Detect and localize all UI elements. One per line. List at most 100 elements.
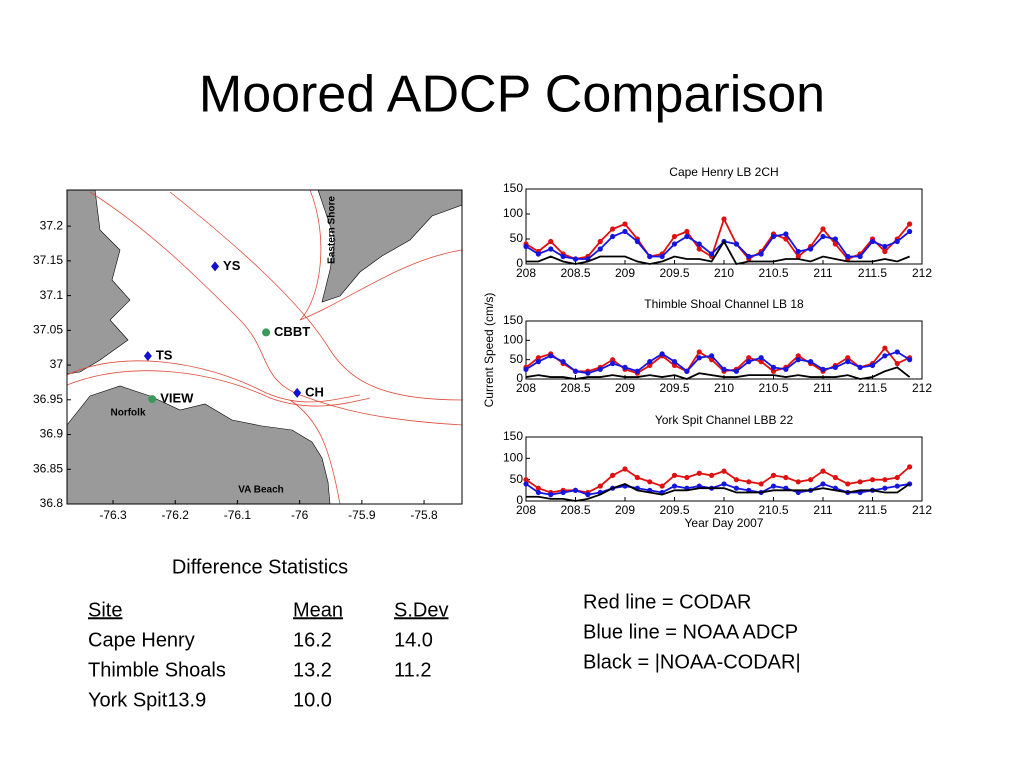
- series-point: [795, 248, 801, 255]
- y-tick-label: 100: [503, 333, 523, 347]
- table-header: Mean: [293, 599, 343, 621]
- y-tick-label: 150: [503, 429, 523, 443]
- series-point: [832, 474, 838, 481]
- series-point: [671, 359, 678, 365]
- y-tick-label: 37.15: [33, 253, 63, 267]
- series-line: [525, 350, 911, 375]
- x-tick-label: 209.5: [659, 266, 689, 280]
- map-land: [67, 190, 462, 504]
- x-tick-label: 211: [813, 266, 832, 280]
- series-point: [832, 364, 838, 370]
- series-point: [857, 253, 863, 260]
- series-point: [746, 479, 752, 485]
- series-point: [770, 368, 777, 374]
- x-tick-label: 209: [615, 266, 635, 280]
- series-point: [634, 474, 640, 481]
- x-tick-label: -75.8: [410, 508, 438, 522]
- series-line: [526, 482, 911, 502]
- series-point: [882, 243, 888, 250]
- series-point: [572, 256, 579, 262]
- series-point: [585, 492, 591, 498]
- series-point: [709, 353, 715, 359]
- y-tick-label: 36.95: [33, 392, 63, 406]
- series-point: [696, 470, 702, 476]
- series-point: [894, 238, 900, 245]
- site-label: TS: [156, 347, 173, 362]
- x-axis-label: Year Day 2007: [685, 516, 764, 530]
- series-point: [758, 251, 764, 257]
- series-point: [622, 228, 628, 235]
- series-point: [634, 238, 640, 245]
- series-point: [535, 251, 541, 257]
- series-point: [869, 362, 876, 369]
- series-point: [597, 366, 603, 372]
- table-title: Difference Statistics: [172, 556, 348, 578]
- x-tick-label: 209: [615, 503, 635, 517]
- series-point: [659, 483, 665, 489]
- table-header: S.Dev: [394, 599, 448, 621]
- series-point: [795, 353, 801, 359]
- series-point: [770, 472, 777, 478]
- note: Red line = CODAR: [583, 591, 751, 613]
- series-point: [696, 349, 702, 355]
- series-point: [523, 477, 529, 483]
- x-tick-label: -76.2: [162, 508, 190, 522]
- series-point: [907, 228, 913, 235]
- x-tick-label: 210: [714, 503, 734, 517]
- place-label: Eastern Shore: [327, 196, 338, 264]
- place-label: VA Beach: [238, 485, 284, 496]
- series-point: [597, 246, 603, 252]
- series-point: [696, 246, 702, 252]
- series-point: [572, 368, 579, 374]
- series-point: [535, 355, 541, 361]
- series-point: [659, 351, 665, 357]
- table-cell: 10.0: [293, 689, 332, 711]
- series-point: [733, 241, 739, 247]
- series-point: [894, 483, 900, 489]
- series-point: [808, 477, 814, 483]
- series-point: [758, 481, 764, 487]
- series-point: [610, 233, 616, 240]
- series-point: [671, 233, 678, 240]
- table-cell: York Spit: [88, 689, 168, 711]
- x-tick-label: 209: [615, 381, 635, 395]
- series-line: [525, 366, 911, 380]
- series-point: [610, 357, 616, 363]
- series-point: [795, 357, 801, 363]
- note: Black = |NOAA-CODAR|: [583, 651, 801, 673]
- site-marker: [293, 387, 302, 398]
- y-tick-label: 36.9: [40, 427, 64, 441]
- series-point: [659, 253, 665, 260]
- table-header: Site: [88, 599, 122, 621]
- series-point: [671, 362, 678, 369]
- series-point: [832, 241, 838, 247]
- slide-title: Moored ADCP Comparison: [199, 66, 825, 124]
- series-point: [783, 231, 789, 237]
- series-point: [671, 472, 678, 478]
- y-tick-label: 50: [510, 472, 524, 486]
- series-point: [610, 226, 616, 232]
- x-tick-label: 212: [912, 266, 932, 280]
- series-point: [684, 368, 690, 374]
- x-tick-label: 211: [813, 381, 832, 395]
- series-point: [746, 359, 752, 365]
- series-point: [560, 489, 566, 496]
- series-point: [572, 487, 579, 493]
- series-line: [525, 346, 911, 375]
- series-point: [907, 464, 913, 470]
- site-marker: [143, 351, 152, 362]
- y-tick-label: 37.1: [40, 288, 64, 302]
- series-point: [758, 359, 764, 365]
- series-point: [684, 228, 690, 235]
- y-tick-label: 100: [503, 451, 523, 465]
- series-point: [647, 362, 653, 369]
- y-tick-label: 50: [510, 352, 524, 366]
- site-label: VIEW: [160, 391, 194, 406]
- series-point: [647, 359, 653, 365]
- x-tick-label: -76.3: [99, 508, 127, 522]
- series-point: [622, 364, 628, 370]
- series-point: [894, 474, 900, 481]
- series-point: [560, 359, 566, 365]
- series-point: [820, 481, 826, 487]
- y-tick-label: 36.8: [40, 496, 64, 510]
